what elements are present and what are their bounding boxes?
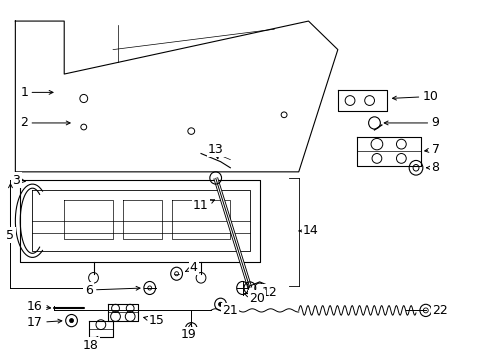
Text: 22: 22 <box>433 304 448 317</box>
Text: 18: 18 <box>83 337 99 352</box>
Text: 2: 2 <box>20 116 70 130</box>
Text: 19: 19 <box>181 324 196 341</box>
Text: 16: 16 <box>27 300 50 313</box>
Text: 3: 3 <box>12 174 25 186</box>
Text: 10: 10 <box>392 90 439 103</box>
Text: 9: 9 <box>384 116 440 130</box>
Text: 8: 8 <box>427 161 440 174</box>
Text: 13: 13 <box>208 143 223 158</box>
Text: 12: 12 <box>262 285 277 298</box>
Polygon shape <box>20 180 260 261</box>
Text: 11: 11 <box>193 199 215 212</box>
Text: 5: 5 <box>6 184 15 242</box>
Text: 20: 20 <box>245 292 265 305</box>
Text: 1: 1 <box>20 86 53 99</box>
Text: 14: 14 <box>299 224 319 238</box>
Text: 17: 17 <box>27 316 62 329</box>
Text: 4: 4 <box>186 261 197 274</box>
Polygon shape <box>15 21 338 172</box>
Ellipse shape <box>219 302 222 306</box>
Text: 15: 15 <box>144 314 165 327</box>
Text: 7: 7 <box>425 143 440 156</box>
Text: 21: 21 <box>222 304 238 317</box>
Text: 6: 6 <box>85 284 140 297</box>
Ellipse shape <box>70 319 74 323</box>
